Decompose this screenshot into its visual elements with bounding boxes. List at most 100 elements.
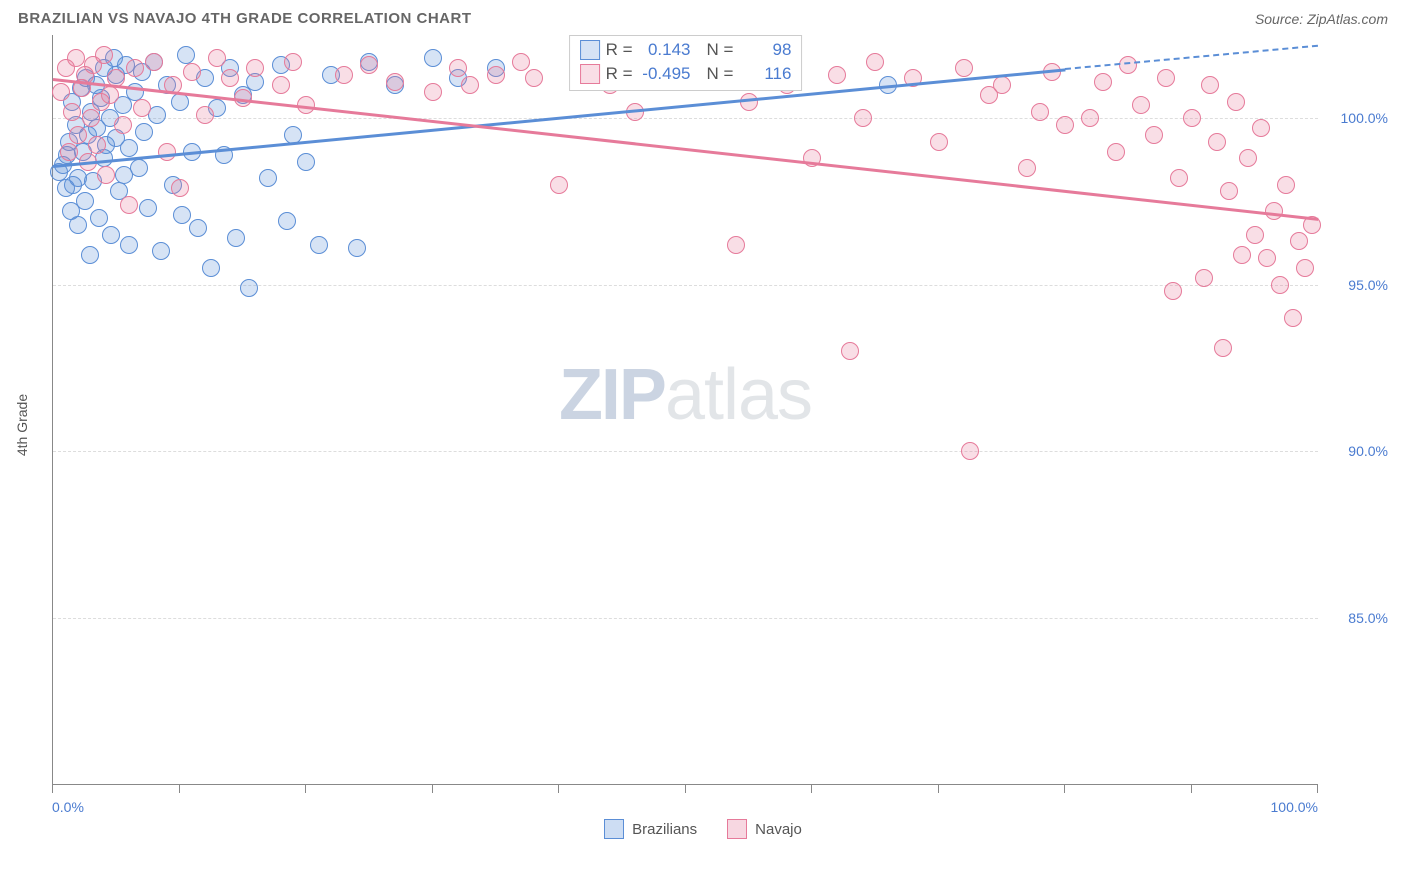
x-tick bbox=[1064, 785, 1065, 793]
scatter-point bbox=[67, 49, 85, 67]
chart-title: BRAZILIAN VS NAVAJO 4TH GRADE CORRELATIO… bbox=[18, 10, 472, 27]
stats-legend-row: R =-0.495N =116 bbox=[580, 62, 792, 86]
scatter-point bbox=[424, 49, 442, 67]
scatter-point bbox=[90, 209, 108, 227]
correlation-chart: BRAZILIAN VS NAVAJO 4TH GRADE CORRELATIO… bbox=[10, 10, 1396, 882]
scatter-point bbox=[240, 279, 258, 297]
x-tick bbox=[1317, 785, 1318, 793]
scatter-point bbox=[246, 59, 264, 77]
scatter-point bbox=[1132, 96, 1150, 114]
scatter-point bbox=[227, 229, 245, 247]
scatter-point bbox=[727, 236, 745, 254]
scatter-point bbox=[221, 69, 239, 87]
scatter-point bbox=[130, 159, 148, 177]
legend-swatch bbox=[580, 64, 600, 84]
scatter-point bbox=[525, 69, 543, 87]
y-tick-label: 90.0% bbox=[1328, 443, 1388, 459]
scatter-point bbox=[841, 342, 859, 360]
scatter-point bbox=[1018, 159, 1036, 177]
scatter-point bbox=[1170, 169, 1188, 187]
scatter-point bbox=[145, 53, 163, 71]
scatter-point bbox=[1252, 119, 1270, 137]
scatter-point bbox=[461, 76, 479, 94]
scatter-point bbox=[1277, 176, 1295, 194]
scatter-point bbox=[1157, 69, 1175, 87]
trend-line bbox=[1065, 45, 1318, 70]
x-tick bbox=[305, 785, 306, 793]
scatter-point bbox=[1081, 109, 1099, 127]
stats-legend-row: R = 0.143 N =98 bbox=[580, 38, 792, 62]
scatter-point bbox=[69, 126, 87, 144]
plot-area: ZIPatlas R =0.143N =98R =-0.495N =116 bbox=[52, 35, 1318, 785]
chart-header: BRAZILIAN VS NAVAJO 4TH GRADE CORRELATIO… bbox=[10, 10, 1396, 35]
scatter-point bbox=[1220, 182, 1238, 200]
scatter-point bbox=[854, 109, 872, 127]
scatter-point bbox=[550, 176, 568, 194]
y-axis-label: 4th Grade bbox=[14, 394, 30, 456]
legend-n-label: N = bbox=[707, 40, 734, 60]
scatter-point bbox=[284, 53, 302, 71]
watermark-atlas: atlas bbox=[665, 355, 812, 435]
scatter-point bbox=[60, 143, 78, 161]
scatter-point bbox=[360, 56, 378, 74]
legend-r-value: -0.495 bbox=[639, 64, 691, 84]
scatter-point bbox=[189, 219, 207, 237]
legend-r-value: 0.143 bbox=[639, 40, 691, 60]
scatter-point bbox=[120, 139, 138, 157]
scatter-point bbox=[97, 166, 115, 184]
scatter-point bbox=[1145, 126, 1163, 144]
scatter-point bbox=[424, 83, 442, 101]
scatter-point bbox=[139, 199, 157, 217]
scatter-point bbox=[81, 246, 99, 264]
scatter-point bbox=[335, 66, 353, 84]
scatter-point bbox=[449, 59, 467, 77]
scatter-point bbox=[1246, 226, 1264, 244]
chart-source: Source: ZipAtlas.com bbox=[1255, 11, 1388, 27]
scatter-point bbox=[1183, 109, 1201, 127]
x-tick bbox=[179, 785, 180, 793]
scatter-point bbox=[171, 179, 189, 197]
scatter-point bbox=[95, 46, 113, 64]
scatter-point bbox=[63, 103, 81, 121]
scatter-point bbox=[272, 76, 290, 94]
scatter-point bbox=[120, 236, 138, 254]
watermark-zip: ZIP bbox=[559, 355, 665, 435]
scatter-point bbox=[69, 216, 87, 234]
y-tick-label: 85.0% bbox=[1328, 610, 1388, 626]
scatter-point bbox=[120, 196, 138, 214]
y-tick-label: 95.0% bbox=[1328, 277, 1388, 293]
scatter-point bbox=[1233, 246, 1251, 264]
scatter-point bbox=[1290, 232, 1308, 250]
scatter-point bbox=[158, 143, 176, 161]
legend-n-value: 98 bbox=[739, 40, 791, 60]
x-tick bbox=[558, 785, 559, 793]
scatter-point bbox=[1214, 339, 1232, 357]
scatter-point bbox=[961, 442, 979, 460]
scatter-point bbox=[1239, 149, 1257, 167]
scatter-point bbox=[1284, 309, 1302, 327]
gridline bbox=[53, 118, 1318, 119]
scatter-point bbox=[1119, 56, 1137, 74]
scatter-point bbox=[278, 212, 296, 230]
series-legend-item: Brazilians bbox=[604, 819, 697, 839]
stats-legend: R =0.143N =98R =-0.495N =116 bbox=[569, 35, 803, 91]
legend-swatch bbox=[604, 819, 624, 839]
x-tick bbox=[52, 785, 53, 793]
scatter-point bbox=[297, 153, 315, 171]
scatter-point bbox=[152, 242, 170, 260]
series-legend-item: Navajo bbox=[727, 819, 802, 839]
legend-r-label: R = bbox=[606, 64, 633, 84]
x-tick bbox=[432, 785, 433, 793]
scatter-point bbox=[955, 59, 973, 77]
scatter-point bbox=[1031, 103, 1049, 121]
scatter-point bbox=[1107, 143, 1125, 161]
scatter-point bbox=[1296, 259, 1314, 277]
series-legend: Brazilians Navajo bbox=[10, 819, 1396, 839]
plot-area-wrap: 4th Grade ZIPatlas R =0.143N =98R =-0.49… bbox=[52, 35, 1388, 815]
scatter-point bbox=[183, 63, 201, 81]
legend-r-label: R = bbox=[606, 40, 633, 60]
scatter-point bbox=[1201, 76, 1219, 94]
x-tick bbox=[938, 785, 939, 793]
scatter-point bbox=[310, 236, 328, 254]
scatter-point bbox=[76, 192, 94, 210]
